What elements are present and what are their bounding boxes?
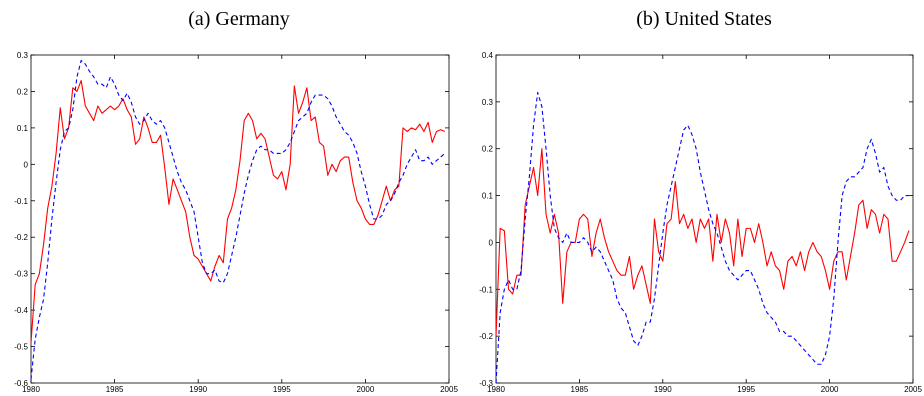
panel-title-germany: (a) Germany <box>188 8 290 30</box>
us-y-tick-label: -0.3 <box>479 379 493 388</box>
us-series-dashed-line <box>495 91 909 384</box>
germany-plot-frame <box>30 54 450 384</box>
germany-y-tick-label: 0.1 <box>17 124 29 133</box>
us-y-tick-label: -0.2 <box>479 332 493 341</box>
germany-y-tick-label: -0.3 <box>14 270 28 279</box>
us-y-tick-label: 0.4 <box>482 51 494 60</box>
germany-x-tick-label: 1995 <box>273 385 291 394</box>
germany-x-tick-label: 2005 <box>440 385 458 394</box>
us-x-tick-label: 2000 <box>821 385 839 394</box>
germany-x-tick-label: 2000 <box>357 385 375 394</box>
germany-y-tick-label: -0.5 <box>14 343 28 352</box>
chart-united-states: -0.3 -0.2 -0.1 0 0.1 0.2 0.3 0.4 1980 1985 1990 199… <box>479 51 922 394</box>
germany-y-tick-label: 0.3 <box>17 51 29 60</box>
germany-x-tick-label: 1985 <box>106 385 124 394</box>
chart-germany: -0.6 -0.5 -0.4 -0.3 -0.2 -0.1 0 0.1 0.2 0.3 1980 19… <box>14 51 458 394</box>
us-series-solid-line <box>495 148 910 337</box>
germany-y-tick-label: -0.1 <box>14 197 28 206</box>
germany-y-tick-label: -0.4 <box>14 306 28 315</box>
panel-title-united-states: (b) United States <box>636 8 772 30</box>
us-x-tick-label: 1995 <box>737 385 755 394</box>
germany-x-tick-label: 1990 <box>189 385 207 394</box>
us-x-tick-label: 2005 <box>904 385 922 394</box>
us-x-tick-label: 1985 <box>571 385 589 394</box>
germany-y-tick-label: -0.2 <box>14 233 28 242</box>
germany-y-tick-label: 0.2 <box>17 87 29 96</box>
germany-y-tick-label: 0 <box>24 160 29 169</box>
us-y-tick-label: 0.2 <box>482 145 494 154</box>
us-x-tick-label: 1990 <box>654 385 672 394</box>
us-y-tick-label: 0.3 <box>482 98 494 107</box>
germany-x-tick-label: 1980 <box>22 385 40 394</box>
germany-series-dashed-line <box>30 59 446 380</box>
us-plot-frame <box>495 54 914 384</box>
us-y-tick-label: 0.1 <box>482 192 494 201</box>
germany-y-tick-label: -0.6 <box>14 379 28 388</box>
us-y-tick-label: 0 <box>489 238 494 247</box>
germany-series-solid-line <box>30 79 446 343</box>
us-y-tick-label: -0.1 <box>479 285 493 294</box>
us-x-tick-label: 1980 <box>487 385 505 394</box>
